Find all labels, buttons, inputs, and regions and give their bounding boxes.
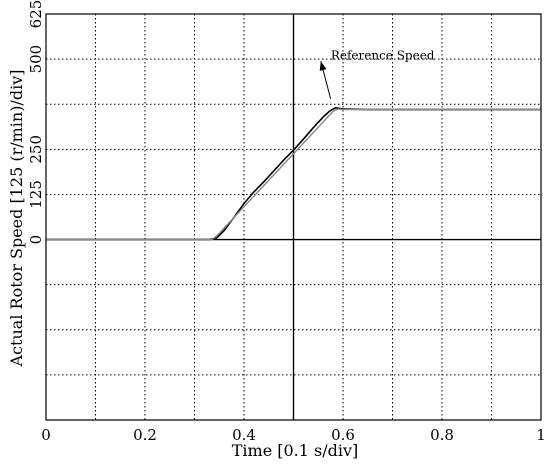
grid-layer bbox=[46, 14, 541, 420]
x-tick-label-2: 0.4 bbox=[232, 426, 256, 444]
x-tick-label-1: 0.2 bbox=[133, 426, 157, 444]
x-tick-label-3: 0.6 bbox=[331, 426, 355, 444]
annotation-arrow-head-0 bbox=[319, 61, 327, 71]
y-tick-label-2: 250 bbox=[27, 135, 45, 164]
x-tick-label-0: 0 bbox=[41, 426, 51, 444]
x-tick-labels: 0 0.2 0.4 0.6 0.8 1 bbox=[41, 426, 546, 444]
annotation-label-0: Reference Speed bbox=[331, 48, 435, 62]
plot-frame bbox=[45, 13, 542, 421]
plot-border bbox=[45, 13, 542, 421]
annotation-layer: Reference Speed bbox=[319, 48, 435, 99]
y-tick-label-4: 625 bbox=[27, 0, 45, 28]
series-layer bbox=[46, 107, 541, 241]
series-line-1 bbox=[46, 108, 541, 241]
x-axis-label: Time [0.1 s/div] bbox=[232, 441, 359, 460]
y-tick-label-0: 0 bbox=[27, 235, 45, 245]
y-tick-label-1: 125 bbox=[27, 180, 45, 209]
x-tick-label-5: 1 bbox=[536, 426, 546, 444]
y-tick-label-3: 500 bbox=[27, 45, 45, 74]
y-axis-label: Actual Rotor Speed [125 (r/min)/div] bbox=[7, 70, 26, 368]
x-tick-label-4: 0.8 bbox=[430, 426, 454, 444]
y-tick-labels: 0 125 250 500 625 bbox=[27, 0, 45, 244]
